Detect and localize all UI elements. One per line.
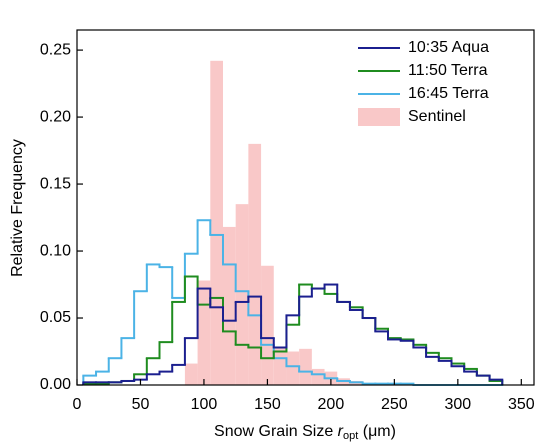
x-axis-label-symbol: r <box>338 423 344 440</box>
bar <box>210 60 223 386</box>
bar <box>311 368 325 385</box>
legend-label: 11:50 Terra <box>408 62 488 79</box>
legend-swatch <box>358 108 400 126</box>
x-axis-label: Snow Grain Size ropt (μm) <box>214 423 396 444</box>
y-tick-label: 0.20 <box>40 108 71 125</box>
plot-frame <box>76 29 535 386</box>
y-tick-label: 0.15 <box>40 175 71 192</box>
bar <box>235 204 249 385</box>
y-tick-label: 0.25 <box>40 41 71 58</box>
legend-label: Sentinel <box>408 108 466 125</box>
x-axis-label-subscript: opt <box>343 430 358 442</box>
x-tick-label: 250 <box>381 396 408 413</box>
legend-label: 16:45 Terra <box>408 85 489 102</box>
x-tick-label: 300 <box>444 396 471 413</box>
x-tick-label: 0 <box>73 396 82 413</box>
bar <box>197 280 211 385</box>
y-axis-label: Relative Frequency <box>9 139 26 277</box>
bar <box>248 143 262 385</box>
x-tick-label: 350 <box>508 396 535 413</box>
x-tick-label: 150 <box>254 396 281 413</box>
legend-label: 10:35 Aqua <box>408 39 489 56</box>
x-tick-label: 200 <box>318 396 345 413</box>
y-tick-label: 0.10 <box>40 242 71 259</box>
x-axis-label-unit: (μm) <box>363 423 396 440</box>
bar <box>273 347 287 385</box>
bar <box>261 265 274 385</box>
y-tick-label: 0.05 <box>40 309 71 326</box>
y-tick-label: 0.00 <box>40 376 71 393</box>
x-tick-label: 50 <box>132 396 150 413</box>
x-tick-label: 100 <box>191 396 218 413</box>
bar <box>184 363 198 385</box>
x-axis-label-text: Snow Grain Size <box>214 423 333 440</box>
bar <box>299 348 312 385</box>
bar <box>286 351 300 385</box>
bar <box>222 226 236 385</box>
